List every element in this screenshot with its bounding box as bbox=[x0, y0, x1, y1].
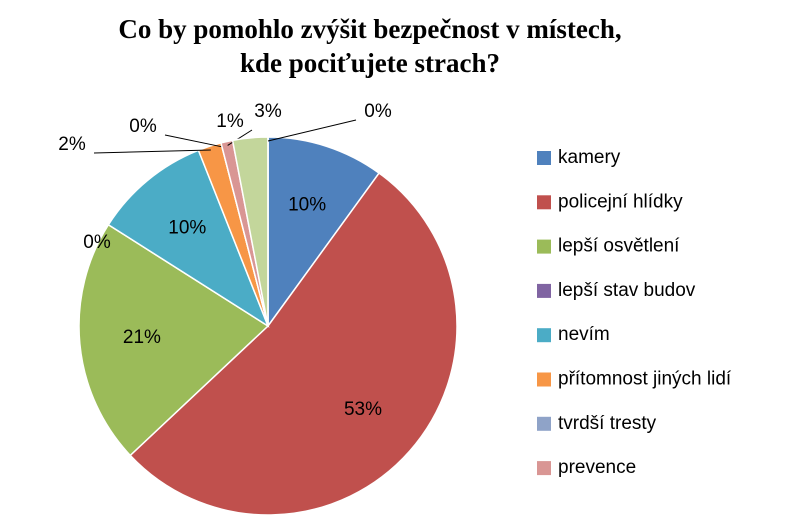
leader-line bbox=[267, 119, 357, 142]
legend-swatch bbox=[537, 151, 551, 165]
data-label: 53% bbox=[344, 399, 382, 420]
legend-label: lepší osvětlení bbox=[558, 236, 680, 257]
data-label: 3% bbox=[254, 101, 282, 122]
legend-label: lepší stav budov bbox=[558, 280, 696, 301]
legend-swatch bbox=[537, 461, 551, 476]
legend-swatch bbox=[537, 328, 551, 343]
leader-line bbox=[164, 134, 223, 148]
leader-line bbox=[227, 129, 253, 146]
legend-label: nevím bbox=[558, 324, 610, 345]
legend-label: přítomnost jiných lidí bbox=[558, 369, 732, 390]
data-label: 10% bbox=[288, 195, 326, 216]
data-label: 1% bbox=[216, 111, 244, 132]
legend-swatch bbox=[537, 239, 551, 254]
pie-slice bbox=[78, 223, 270, 457]
data-label: 21% bbox=[123, 327, 161, 348]
data-label: 2% bbox=[58, 134, 86, 155]
data-label: 10% bbox=[168, 217, 206, 238]
legend-swatch bbox=[537, 416, 551, 431]
data-label: 0% bbox=[129, 116, 157, 137]
legend-swatch bbox=[537, 195, 551, 210]
data-label: 0% bbox=[364, 101, 392, 122]
legend-label: policejní hlídky bbox=[558, 191, 683, 212]
legend-swatch bbox=[537, 283, 551, 298]
data-label: 0% bbox=[83, 232, 111, 253]
legend-label: tvrdší tresty bbox=[558, 413, 657, 434]
legend-swatch bbox=[537, 372, 551, 387]
pie-slice bbox=[267, 136, 381, 329]
leader-line bbox=[93, 149, 211, 154]
legend-label: prevence bbox=[558, 457, 636, 478]
legend-label: kamery bbox=[558, 147, 621, 168]
pie-slice bbox=[107, 149, 270, 328]
chart-title: Co by pomohlo zvýšit bezpečnost v místec… bbox=[118, 14, 622, 78]
pie-slice bbox=[129, 172, 458, 515]
